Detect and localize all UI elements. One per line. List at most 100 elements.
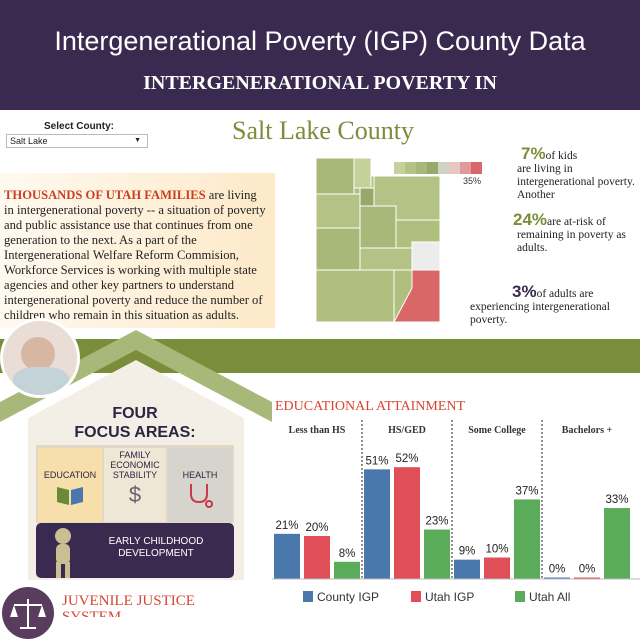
stat-at-risk-rest: remaining in poverty as adults. [517,229,626,254]
bar [484,557,510,579]
bar-value-label: 20% [305,522,328,534]
stat-kids-rest: are living in intergenerational poverty.… [517,163,635,201]
legend-item: Utah IGP [411,590,474,604]
stat-adults-value: 3% [512,282,537,301]
legend-item: County IGP [303,590,379,604]
focus-ecd-label: EARLY CHILDHOOD DEVELOPMENT [108,536,204,559]
dollar-icon: $ [128,482,142,507]
juvenile-title-line2: SYSTEM [62,609,122,617]
intro-background [0,173,275,328]
bar [334,561,360,579]
stat-kids: 7%of kids are living in intergenerationa… [489,144,639,202]
stethoscope-icon [190,484,213,508]
bar-value-label: 8% [339,548,356,560]
bar [454,559,480,579]
map-legend [394,161,482,179]
legend-label: County IGP [317,590,380,604]
bar [304,536,330,579]
county-grand[interactable] [411,241,440,271]
legend-swatch [405,162,416,174]
focus-health-label: HEALTH [182,470,218,480]
bar [274,533,300,579]
legend-swatch [303,591,313,602]
stat-kids-value: 7% [521,144,546,163]
bar-value-label: 0% [579,564,596,576]
county-west[interactable] [316,193,361,229]
bar-value-label: 33% [605,494,628,506]
family-photo [0,318,80,398]
juvenile-title-line1: JUVENILE JUSTICE [62,593,195,609]
focus-education-label: EDUCATION [43,470,97,480]
focus-areas-heading: FOUR FOCUS AREAS: [60,404,210,442]
bar [424,529,450,579]
chart-title: EDUCATIONAL ATTAINMENT [275,399,466,414]
county-select-label: Select County: [44,121,115,132]
county-north[interactable] [316,158,355,195]
bar [514,499,540,579]
bar-value-label: 10% [485,544,508,556]
category-label: Some College [468,425,526,436]
county-central[interactable] [359,205,397,249]
bar-value-label: 0% [549,564,566,576]
chevron-down-icon: ▼ [134,137,141,144]
intro-lead: THOUSANDS OF UTAH FAMILIES [4,188,206,202]
county-west-central[interactable] [316,227,361,271]
category-label: HS/GED [388,425,426,436]
legend-swatch [471,162,482,174]
utah-county-map[interactable] [316,158,440,322]
legend-swatch [460,162,471,174]
county-cache[interactable] [353,158,372,189]
bar-value-label: 9% [459,546,476,558]
focus-heading-line1: FOUR [112,405,158,422]
county-salt-lake[interactable] [359,187,375,207]
child-icon [55,528,71,578]
page-title: Intergenerational Poverty (IGP) County D… [54,26,586,56]
stat-at-risk-line1: are at-risk of [547,216,606,228]
focus-family[interactable]: FAMILY ECONOMIC STABILITY $ [104,448,166,522]
category-label: Less than HS [289,425,346,436]
legend-swatch [515,591,525,602]
county-mid-south[interactable] [359,247,413,271]
county-select[interactable]: Salt Lake ▼ [6,134,148,148]
legend-swatch [427,162,438,174]
page-subtitle: INTERGENERATIONAL POVERTY IN [143,72,497,94]
scales-icon [2,587,54,639]
intro-body: are living in intergenerational poverty … [4,188,266,322]
legend-label: Utah All [529,590,571,604]
legend-item: Utah All [515,590,570,604]
stat-adults: 3%of adults are experiencing intergenera… [470,282,640,327]
legend-swatch [394,162,405,174]
county-select-value: Salt Lake [10,136,48,146]
bar-value-label: 37% [515,485,538,497]
book-icon [57,487,83,505]
category-label: Bachelors + [562,425,613,436]
header-banner [0,0,640,110]
focus-health[interactable]: HEALTH [168,448,232,522]
focus-education[interactable]: EDUCATION [38,448,102,522]
stat-kids-line1: of kids [545,150,578,162]
legend-swatch [449,162,460,174]
stat-at-risk: 24%are at-risk of remaining in poverty a… [489,210,639,255]
legend-label: Utah IGP [425,590,475,604]
bar [604,508,630,579]
focus-heading-line2: FOCUS AREAS: [74,424,196,441]
bar [574,577,600,579]
legend-swatch [416,162,427,174]
bar [394,467,420,579]
education-bar-chart: Less than HS 21% 20% 8% HS/GED 51% 52% 23% Some … [272,420,640,580]
intro-text: THOUSANDS OF UTAH FAMILIES are living in… [4,188,266,323]
county-south[interactable] [316,269,395,322]
legend-swatch [411,591,421,602]
bar-value-label: 51% [365,455,388,467]
bar [544,577,570,579]
legend-swatch [438,162,449,174]
bar [364,469,390,579]
stat-at-risk-value: 24% [513,210,548,229]
stat-adults-line1: of adults are [536,288,594,300]
bar-value-label: 23% [425,516,448,528]
map-legend-max: 35% [463,176,482,186]
bar-value-label: 21% [275,520,298,532]
focus-family-label: FAMILY ECONOMIC STABILITY [110,450,160,480]
juvenile-justice-title: JUVENILE JUSTICE SYSTEM [62,593,195,617]
county-san-juan[interactable] [393,269,440,322]
